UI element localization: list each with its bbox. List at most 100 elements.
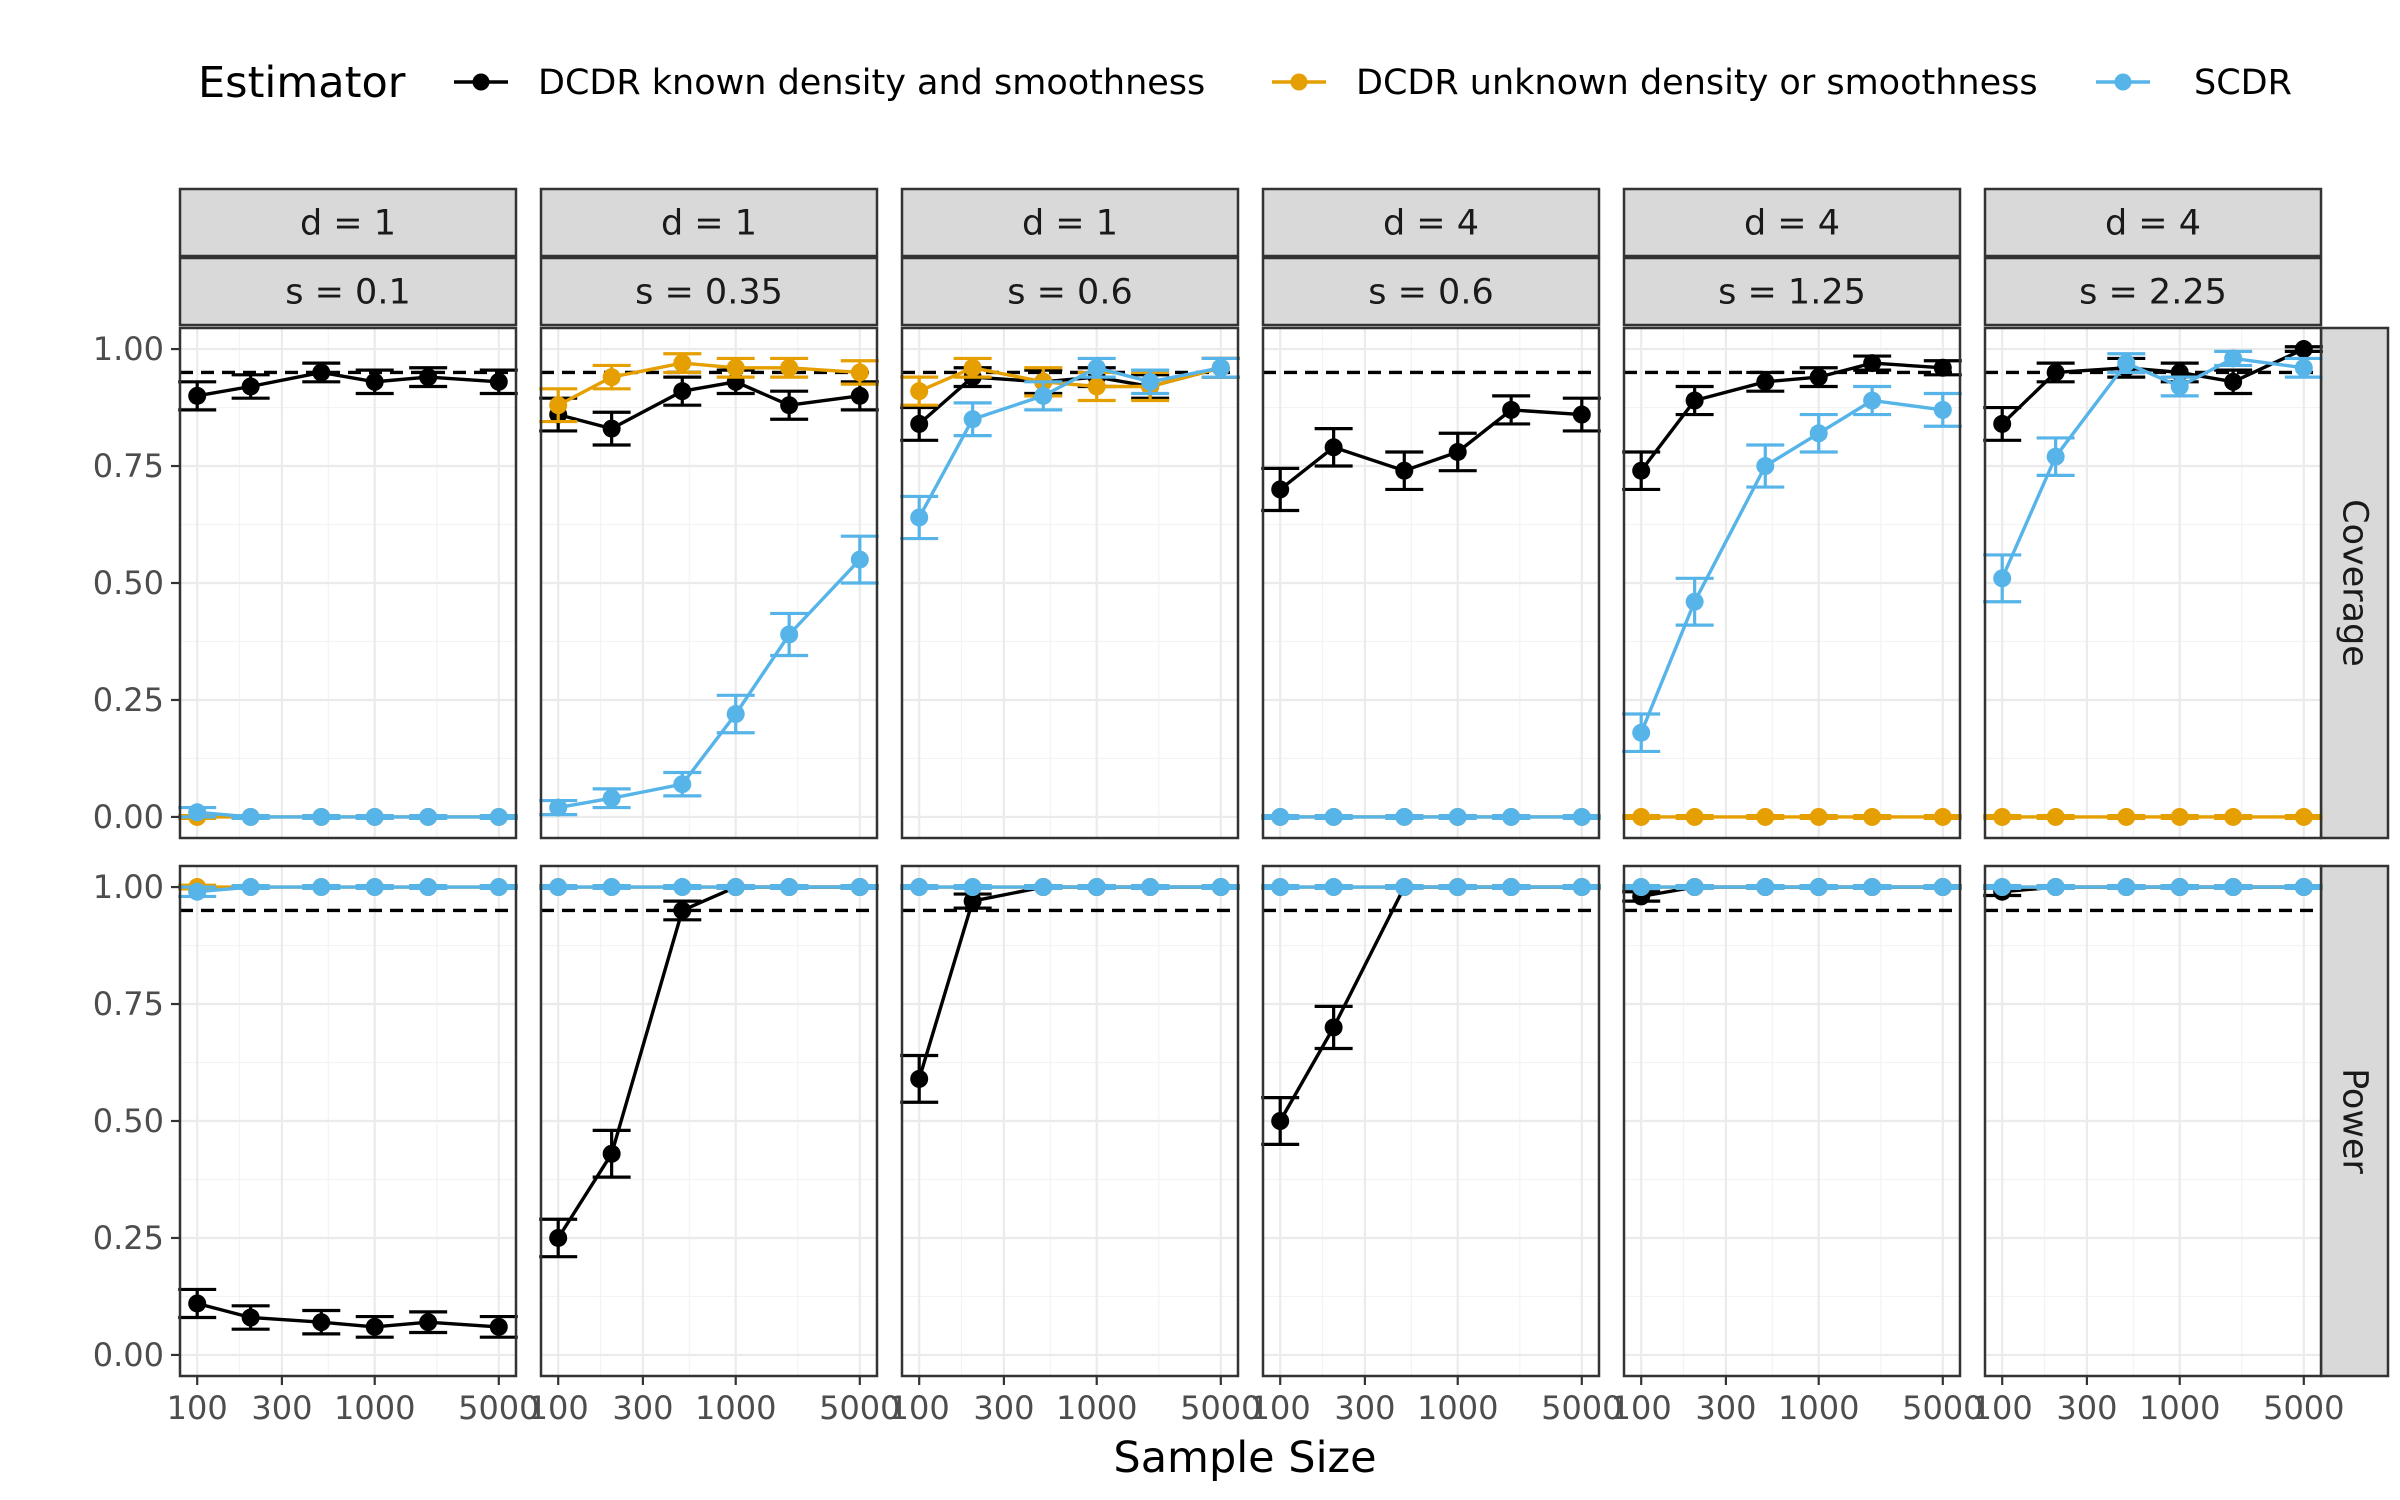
data-point (1324, 878, 1343, 897)
panel-power-col-2 (539, 864, 879, 1378)
plot-area: d = 1s = 0.1d = 1s = 0.35d = 1s = 0.6d =… (93, 187, 2390, 1427)
data-point (780, 878, 799, 897)
series-line (1279, 408, 1582, 491)
x-tick-label: 5000 (1541, 1389, 1622, 1427)
strip-d-label: d = 4 (1383, 204, 1479, 244)
data-point (910, 508, 929, 527)
data-point (1809, 878, 1828, 897)
data-point (188, 386, 207, 405)
data-point (963, 358, 982, 377)
panel-power-col-1 (178, 864, 518, 1378)
data-point (1632, 878, 1651, 897)
legend-key-point-dcdr-known (472, 73, 490, 91)
x-tick-label: 300 (1695, 1389, 1756, 1427)
data-point (549, 396, 568, 415)
legend-entry-dcdr-known: DCDR known density and smoothness (454, 63, 1205, 103)
data-point (1933, 358, 1952, 377)
data-point (1034, 386, 1053, 405)
series-scdr (539, 878, 879, 897)
data-point (963, 892, 982, 911)
data-point (2294, 358, 2313, 377)
panel-border (539, 326, 879, 840)
strip-s-box (1261, 256, 1601, 327)
panel-border (1983, 864, 2323, 1378)
data-point (963, 410, 982, 429)
y-tick-label: 1.00 (93, 330, 164, 368)
column-strip-2: d = 1 s = 0.35 (539, 187, 879, 327)
panel-border (1261, 326, 1601, 840)
data-point (1271, 807, 1290, 826)
y-tick-label: 0.25 (93, 681, 164, 719)
series-scdr (178, 878, 518, 901)
panel-power-col-4 (1261, 864, 1601, 1378)
data-point (1685, 391, 1704, 410)
data-point (2224, 807, 2243, 826)
legend: Estimator DCDR known density and smoothn… (198, 58, 2292, 108)
data-point (1087, 377, 1106, 396)
data-point (673, 901, 692, 920)
data-point (1324, 807, 1343, 826)
data-point (726, 358, 745, 377)
data-point (312, 1313, 331, 1332)
x-tick-label: 300 (251, 1389, 312, 1427)
data-point (1271, 1112, 1290, 1130)
series-scdr (900, 356, 1240, 541)
x-tick-label: 1000 (2139, 1389, 2220, 1427)
data-point (2224, 349, 2243, 368)
data-point (549, 1228, 568, 1247)
data-point (365, 372, 384, 391)
series-line (196, 370, 499, 398)
y-tick-label: 0.50 (93, 1102, 164, 1140)
legend-label-dcdr-unknown: DCDR unknown density or smoothness (1356, 63, 2038, 103)
data-point (312, 878, 331, 897)
data-point (241, 807, 260, 826)
y-tick-label: 0.75 (93, 447, 164, 485)
y-tick-label: 0.75 (93, 985, 164, 1023)
data-point (2294, 878, 2313, 897)
legend-key-point-scdr (2114, 73, 2132, 91)
data-point (1141, 372, 1160, 391)
data-point (1448, 807, 1467, 826)
series-dcdr-unknown-density-or-smoothness (1622, 807, 1962, 826)
data-point (549, 798, 568, 817)
data-point (2117, 807, 2136, 826)
data-point (1632, 461, 1651, 480)
strip-s-box (539, 256, 879, 327)
x-tick-label: 1000 (1417, 1389, 1498, 1427)
strip-s-label: s = 0.6 (1007, 273, 1132, 313)
data-point (1572, 878, 1591, 897)
data-point (850, 550, 869, 569)
data-point (726, 705, 745, 724)
strip-d-label: d = 4 (1744, 204, 1840, 244)
x-tick-label: 100 (889, 1389, 950, 1427)
data-point (910, 1069, 929, 1088)
x-axis-col-4: 100 300 1000 5000 (1250, 1376, 1623, 1427)
data-point (1993, 807, 2012, 826)
data-point (1211, 358, 1230, 377)
data-point (2046, 878, 2065, 897)
data-point (1395, 878, 1414, 897)
x-axis-col-2: 100 300 1000 5000 (528, 1376, 901, 1427)
panel-coverage-col-5 (1622, 326, 1962, 840)
panel-power-col-6 (1983, 864, 2323, 1378)
x-axis-title: Sample Size (1113, 1433, 1376, 1483)
data-point (312, 363, 331, 382)
data-point (850, 878, 869, 897)
data-point (673, 878, 692, 897)
series-dcdr-known-density-and-smoothness (1622, 354, 1962, 492)
row-strip-power: Power (2319, 864, 2390, 1378)
data-point (1395, 461, 1414, 480)
data-point (673, 354, 692, 373)
legend-label-dcdr-known: DCDR known density and smoothness (538, 63, 1205, 103)
data-point (1632, 723, 1651, 742)
data-point (780, 358, 799, 377)
panel-border (900, 326, 1240, 840)
data-point (1685, 592, 1704, 611)
row-strip-coverage: Coverage (2319, 326, 2390, 840)
strip-d-box (1261, 187, 1601, 258)
data-point (241, 377, 260, 396)
y-tick-label: 0.00 (93, 1336, 164, 1374)
data-point (1809, 424, 1828, 443)
y-axis-power: 0.00 0.25 0.50 0.75 1.00 (93, 868, 180, 1374)
